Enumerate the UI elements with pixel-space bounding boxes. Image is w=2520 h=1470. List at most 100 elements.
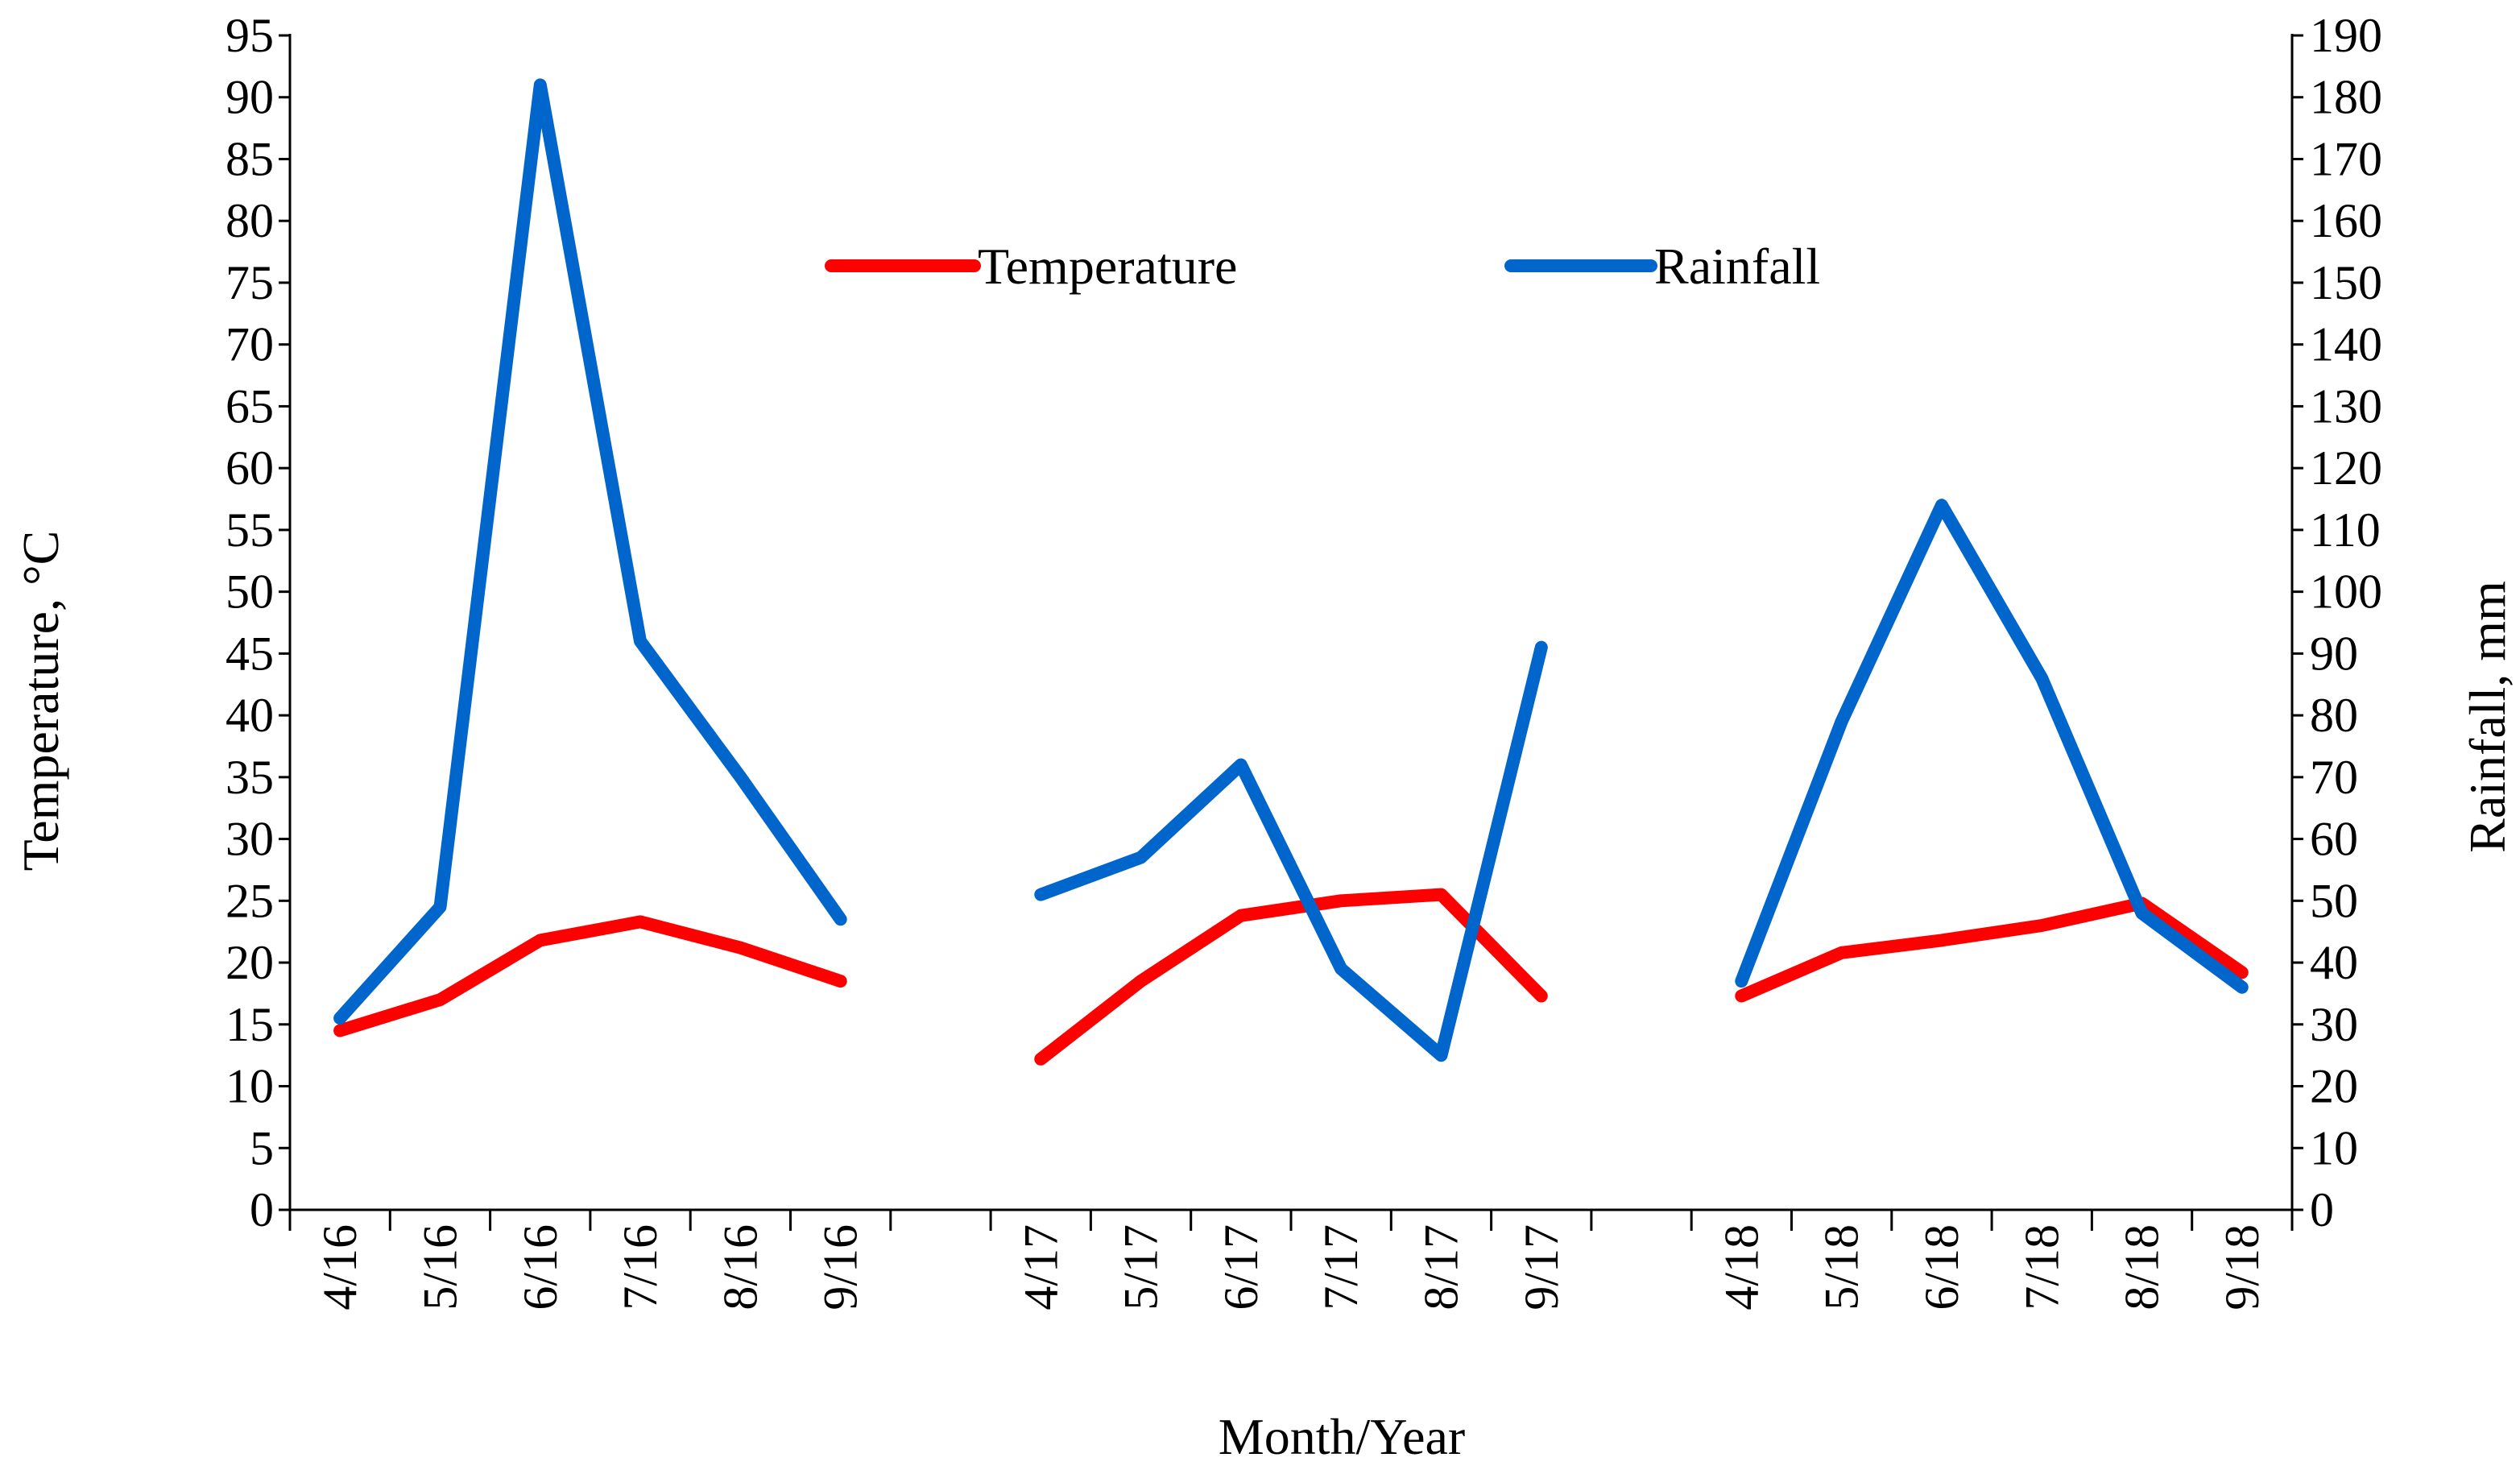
y-right-tick-label: 150 (2310, 256, 2382, 309)
temperature-point (1138, 979, 1144, 984)
rainfall-point (437, 904, 443, 909)
x-tick-label: 8/17 (1414, 1224, 1467, 1311)
y-left-tick-label: 20 (226, 936, 274, 989)
y-right-tick-label: 0 (2310, 1183, 2334, 1236)
y-left-tick-label: 60 (226, 441, 274, 495)
rainfall-point (337, 1016, 343, 1021)
x-tick-label: 8/18 (2116, 1224, 2169, 1311)
x-tick-label: 7/17 (1314, 1224, 1368, 1311)
temperature-series-line (333, 915, 847, 1037)
temperature-point (1939, 938, 1944, 943)
y-right-tick-label: 80 (2310, 689, 2358, 742)
rainfall-series-line (333, 78, 847, 1025)
y-right-tick-label: 40 (2310, 936, 2358, 989)
y-right-tick-label: 90 (2310, 627, 2358, 680)
y-right-tick-label: 190 (2310, 9, 2382, 62)
temperature-point (437, 997, 443, 1003)
legend: Temperature Rainfall (825, 238, 1820, 295)
x-axis-title: Month/Year (1219, 1408, 1465, 1465)
y-left-tick-label: 75 (226, 256, 274, 309)
y-left-tick-label: 30 (226, 813, 274, 866)
x-tick-label: 9/18 (2216, 1224, 2269, 1311)
x-tick-label: 5/17 (1115, 1224, 1168, 1311)
y-left-tick-label: 65 (226, 379, 274, 433)
y-right-tick-label: 60 (2310, 813, 2358, 866)
y-right-tick-label: 140 (2310, 318, 2382, 371)
y-right-tick-label: 100 (2310, 565, 2382, 619)
temperature-point (1238, 913, 1243, 918)
y-left-tick-label: 5 (250, 1121, 274, 1174)
y-right-tick-label: 110 (2310, 503, 2381, 557)
rainfall-series-line (1034, 640, 1548, 1062)
temperature-point (638, 919, 643, 925)
rainfall-point (2039, 676, 2045, 681)
y-left-tick-label: 80 (226, 194, 274, 247)
rainfall-point (1138, 855, 1144, 860)
rainfall-point (738, 774, 743, 780)
y-right-tick-label: 170 (2310, 132, 2382, 185)
temperature-series-line (1735, 896, 2249, 1003)
temperature-point (1739, 993, 1744, 999)
y-right-tick-label: 50 (2310, 874, 2358, 927)
legend-temperature-label: Temperature (978, 238, 1237, 295)
y-left-tick-label: 35 (226, 751, 274, 804)
x-tick-label: 4/16 (313, 1224, 366, 1311)
rainfall-point (537, 82, 543, 88)
temperature-point (337, 1028, 343, 1033)
series-layer (333, 78, 2249, 1066)
temperature-point (738, 945, 743, 950)
y-left-tick-label: 85 (226, 132, 274, 185)
temperature-point (537, 938, 543, 943)
y-left-tick-label: 55 (226, 503, 274, 557)
rainfall-point (1339, 966, 1344, 971)
rainfall-point (1438, 1053, 1444, 1058)
rainfall-point (1739, 979, 1744, 984)
x-tick-label: 6/18 (1915, 1224, 1968, 1311)
temperature-series-line (1034, 888, 1548, 1066)
rainfall-point (1538, 644, 1544, 650)
rainfall-point (2239, 984, 2245, 990)
temperature-point (2039, 923, 2045, 929)
y-right-tick-label: 70 (2310, 751, 2358, 804)
x-tick-label: 9/17 (1515, 1224, 1568, 1311)
y-left-tick-label: 45 (226, 627, 274, 680)
rainfall-point (1939, 503, 1944, 508)
x-tick-label: 5/16 (413, 1224, 466, 1311)
x-tick-label: 5/18 (1815, 1224, 1868, 1311)
x-tick-label: 7/18 (2015, 1224, 2068, 1311)
x-tick-label: 4/18 (1715, 1224, 1768, 1311)
rainfall-point (638, 639, 643, 644)
x-tick-label: 9/16 (814, 1224, 867, 1311)
y-right-tick-label: 120 (2310, 441, 2382, 495)
y-right-tick-label: 130 (2310, 379, 2382, 433)
axes-layer: 0 5 10 15 20 25 30 35 40 45 50 55 60 65 70 75 80 85 90 95 0 1… (226, 9, 2382, 1311)
x-tick-label: 7/16 (614, 1224, 667, 1311)
rainfall-series-line (1735, 499, 2249, 994)
rainfall-point (1038, 892, 1044, 897)
temperature-point (1339, 898, 1344, 904)
x-tick-label: 6/17 (1214, 1224, 1268, 1311)
x-tick-label: 6/16 (514, 1224, 567, 1311)
y-left-axis-title: Temperature, °C (12, 531, 69, 872)
temperature-point (2239, 970, 2245, 975)
temperature-point (1438, 892, 1444, 897)
legend-rainfall-label: Rainfall (1654, 238, 1820, 295)
temperature-point (1538, 993, 1544, 999)
temperature-point (838, 979, 843, 984)
y-left-tick-label: 70 (226, 318, 274, 371)
y-left-tick-label: 40 (226, 689, 274, 742)
rainfall-point (1238, 762, 1243, 768)
y-right-tick-label: 10 (2310, 1121, 2358, 1174)
temperature-point (1839, 950, 1844, 955)
y-left-tick-label: 0 (250, 1183, 274, 1236)
x-tick-label: 8/16 (714, 1224, 767, 1311)
y-left-tick-label: 15 (226, 998, 274, 1051)
rainfall-point (838, 917, 843, 922)
x-tick-label: 4/17 (1014, 1224, 1067, 1311)
y-left-tick-label: 50 (226, 565, 274, 619)
y-right-tick-label: 30 (2310, 998, 2358, 1051)
y-left-tick-label: 95 (226, 9, 274, 62)
y-left-tick-label: 90 (226, 71, 274, 124)
